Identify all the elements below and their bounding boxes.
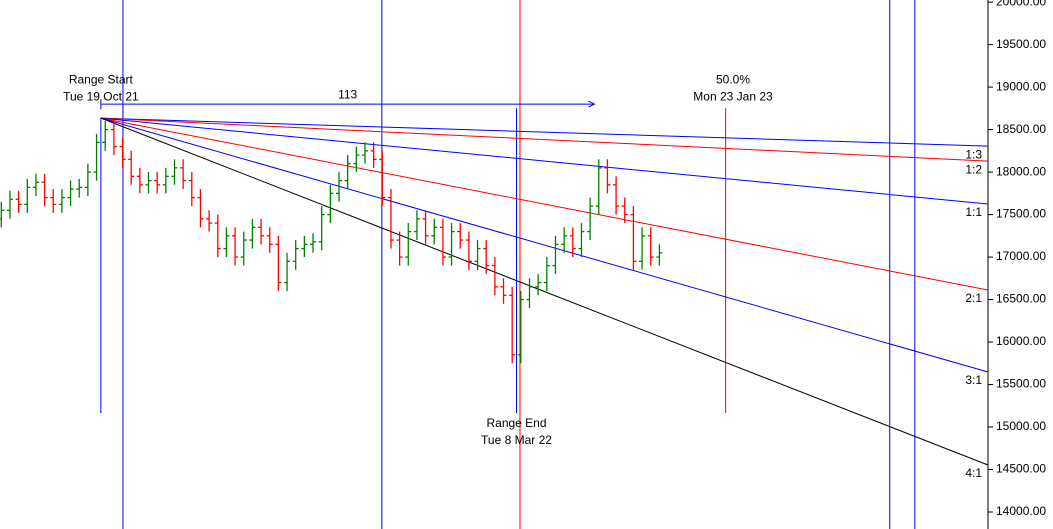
fan-label: 3:1 — [965, 373, 982, 387]
fan-label: 1:2 — [965, 162, 982, 176]
annotation: 50.0% — [716, 72, 750, 86]
fan-line — [100, 117, 989, 205]
y-tick-label: 19500.00 — [996, 37, 1046, 51]
annotation: Mon 23 Jan 23 — [693, 89, 773, 103]
fan-label: 4:1 — [965, 466, 982, 480]
y-tick-label: 15500.00 — [996, 377, 1046, 391]
fan-label: 2:1 — [965, 291, 982, 305]
y-tick-label: 15000.00 — [996, 419, 1046, 433]
y-tick-label: 14500.00 — [996, 462, 1046, 476]
y-tick-label: 17500.00 — [996, 207, 1046, 221]
annotation: Tue 8 Mar 22 — [481, 433, 552, 447]
y-tick-label: 18500.00 — [996, 122, 1046, 136]
y-tick-label: 17000.00 — [996, 249, 1046, 263]
fan-label: 1:1 — [965, 205, 982, 219]
fan-line — [100, 117, 989, 373]
annotation: Range End — [486, 416, 546, 430]
annotation: Range Start — [69, 72, 134, 86]
fan-label: 1:3 — [965, 147, 982, 161]
fan-line — [100, 117, 989, 147]
fan-line — [100, 117, 989, 162]
y-tick-label: 20000.00 — [996, 0, 1046, 8]
arrow-head — [588, 100, 596, 108]
y-tick-label: 16500.00 — [996, 292, 1046, 306]
fan-line — [100, 117, 989, 466]
y-tick-label: 19000.00 — [996, 79, 1046, 93]
y-tick-label: 14000.00 — [996, 504, 1046, 518]
fan-line — [100, 117, 989, 291]
arrow-label: 113 — [338, 87, 357, 101]
annotation: Tue 19 Oct 21 — [63, 89, 139, 103]
y-tick-label: 16000.00 — [996, 334, 1046, 348]
y-tick-label: 18000.00 — [996, 164, 1046, 178]
